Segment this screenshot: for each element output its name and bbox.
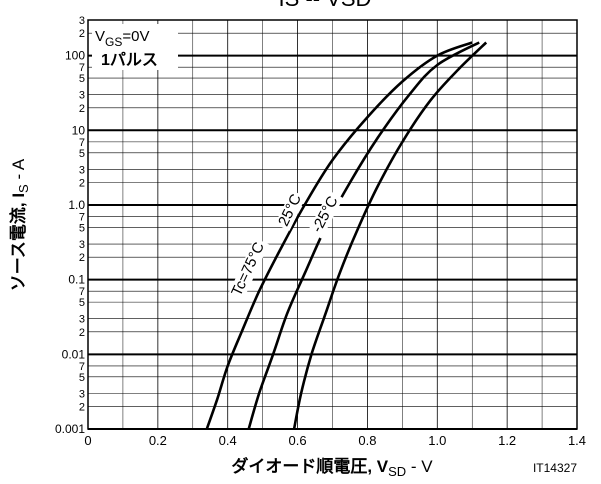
y-minor-tick-label: 3 [79,388,85,400]
pulse-annotation: 1パルス [101,51,158,69]
y-major-tick-label: 1.0 [68,198,85,212]
x-axis-label: ダイオード順電圧, VSD - V [231,456,433,479]
y-minor-tick-label: 2 [79,28,85,40]
series-line [292,41,488,430]
y-minor-tick-label: 5 [79,148,85,160]
curve-label-bg [275,190,306,231]
x-tick-label: 1.4 [568,433,586,448]
x-tick-label: 0.8 [358,433,376,448]
y-minor-tick-label: 3 [79,164,85,176]
annotation-box [92,24,178,70]
y-minor-tick-label: 3 [79,314,85,326]
y-major-tick-label: 0.001 [55,422,85,436]
y-minor-tick-label: 5 [79,73,85,85]
y-axis-label: ソース電流, IS - A [8,158,31,291]
y-major-tick-label: 0.1 [68,273,85,287]
figure-id: IT14327 [533,461,577,475]
chart-title: IS -- VSD [279,0,372,11]
grid [88,19,577,430]
y-minor-tick-label: 7 [79,137,85,149]
x-tick-label: 0 [84,433,91,448]
y-minor-tick-label: 3 [79,90,85,102]
y-minor-tick-label: 7 [79,212,85,224]
y-minor-tick-label: 5 [79,222,85,234]
y-minor-tick-label: 5 [79,297,85,309]
y-minor-tick-label: 7 [79,62,85,74]
vgs-annotation: VGS=0V [95,28,149,49]
x-tick-labels: 0 0.2 0.4 0.6 0.8 1.0 1.2 1.4 [84,433,586,448]
x-tick-label: 0.2 [149,433,167,448]
title-text: IS -- VSD [279,0,372,11]
y-tick-labels: 23572357235723572357230.0010.010.11.0101… [55,15,85,436]
y-minor-tick-label: 3 [79,239,85,251]
y-major-tick-label: 100 [65,49,85,63]
x-tick-label: 1.0 [428,433,446,448]
y-minor-tick-label: 7 [79,361,85,373]
y-minor-tick-label: 2 [79,252,85,264]
y-minor-tick-label: 7 [79,286,85,298]
y-minor-tick-label: 3 [79,15,85,27]
x-tick-label: 0.4 [219,433,237,448]
series-line [205,41,473,430]
curve-label-bg [228,237,270,302]
x-tick-label: 0.6 [289,433,307,448]
y-minor-tick-label: 2 [79,402,85,414]
y-minor-tick-label: 2 [79,327,85,339]
y-minor-tick-label: 2 [79,177,85,189]
y-minor-tick-label: 2 [79,103,85,115]
y-major-tick-label: 0.01 [62,347,86,361]
curve-label-bg [307,190,344,239]
x-tick-label: 1.2 [498,433,516,448]
y-major-tick-label: 10 [72,123,86,137]
y-minor-tick-label: 5 [79,372,85,384]
